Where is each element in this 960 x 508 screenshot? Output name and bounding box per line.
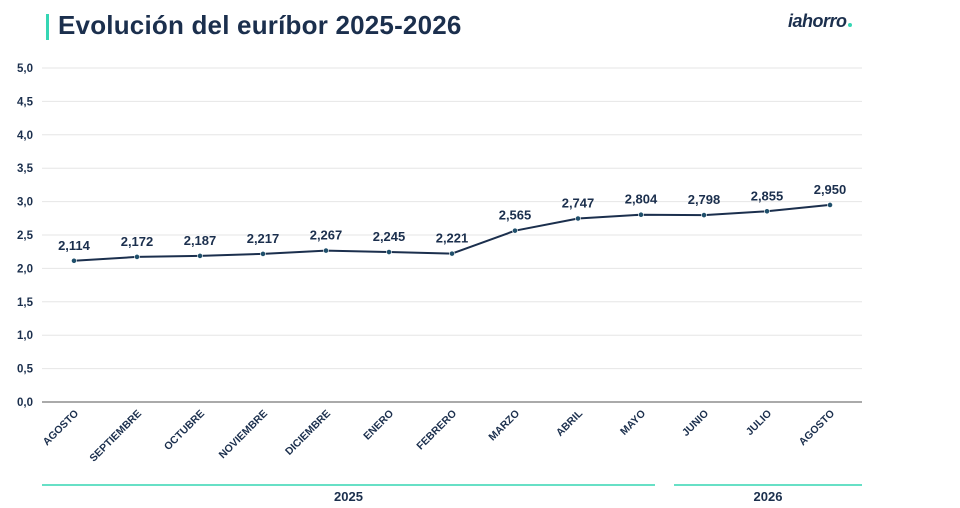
data-point — [638, 211, 644, 218]
y-tick-label: 3,0 — [17, 197, 33, 209]
x-tick-label: MARZO — [486, 408, 522, 444]
x-tick-label: ABRIL — [554, 407, 586, 439]
data-point — [827, 202, 833, 208]
y-tick-label: 4,0 — [17, 130, 33, 142]
data-label: 2,217 — [247, 231, 280, 246]
data-point — [701, 212, 707, 218]
data-point — [386, 249, 392, 255]
x-tick-label: SEPTIEMBRE — [87, 408, 144, 465]
data-point — [449, 250, 455, 257]
data-label: 2,114 — [58, 238, 91, 253]
data-point — [134, 254, 140, 260]
x-tick-label: ENERO — [361, 408, 396, 443]
y-tick-label: 1,0 — [17, 330, 33, 342]
data-point — [512, 227, 518, 234]
brand-logo-text: iahorro — [788, 11, 847, 31]
x-tick-label: JULIO — [744, 408, 774, 438]
year-group-label: 2025 — [334, 489, 363, 504]
data-label: 2,267 — [310, 228, 343, 243]
data-label: 2,172 — [121, 234, 154, 249]
data-label: 2,221 — [436, 231, 469, 246]
x-tick-label: JUNIO — [680, 408, 711, 439]
data-label: 2,187 — [184, 233, 217, 248]
y-tick-label: 1,5 — [17, 297, 34, 309]
x-tick-label: NOVIEMBRE — [217, 408, 270, 461]
data-label: 2,950 — [814, 182, 847, 197]
y-tick-label: 5,0 — [17, 63, 33, 75]
data-point — [575, 215, 581, 222]
title-accent-bar — [46, 14, 49, 40]
data-label: 2,245 — [373, 229, 406, 244]
x-tick-label: OCTUBRE — [162, 408, 207, 453]
data-point — [260, 251, 266, 257]
data-point — [323, 247, 329, 254]
y-tick-label: 2,0 — [17, 263, 33, 275]
data-label: 2,798 — [688, 192, 721, 207]
x-tick-label: DICIEMBRE — [283, 408, 333, 458]
brand-logo: iahorro — [788, 11, 852, 32]
data-point — [197, 253, 203, 259]
year-group-label: 2026 — [754, 489, 783, 504]
data-point — [71, 257, 77, 264]
y-tick-label: 4,5 — [17, 96, 34, 108]
y-tick-label: 0,5 — [17, 364, 34, 376]
y-tick-label: 3,5 — [17, 163, 34, 175]
data-label: 2,855 — [751, 188, 784, 203]
x-tick-label: MAYO — [618, 408, 648, 438]
data-label: 2,565 — [499, 208, 532, 223]
brand-logo-dot — [847, 23, 852, 27]
data-label: 2,804 — [625, 192, 658, 207]
x-tick-label: AGOSTO — [797, 408, 838, 449]
data-label: 2,747 — [562, 196, 595, 211]
x-tick-label: AGOSTO — [41, 408, 82, 449]
y-tick-label: 2,5 — [17, 230, 34, 242]
y-tick-label: 0,0 — [17, 397, 33, 409]
page-title: Evolución del euríbor 2025-2026 — [58, 10, 462, 40]
data-point — [764, 208, 770, 215]
x-tick-label: FEBRERO — [414, 408, 459, 453]
